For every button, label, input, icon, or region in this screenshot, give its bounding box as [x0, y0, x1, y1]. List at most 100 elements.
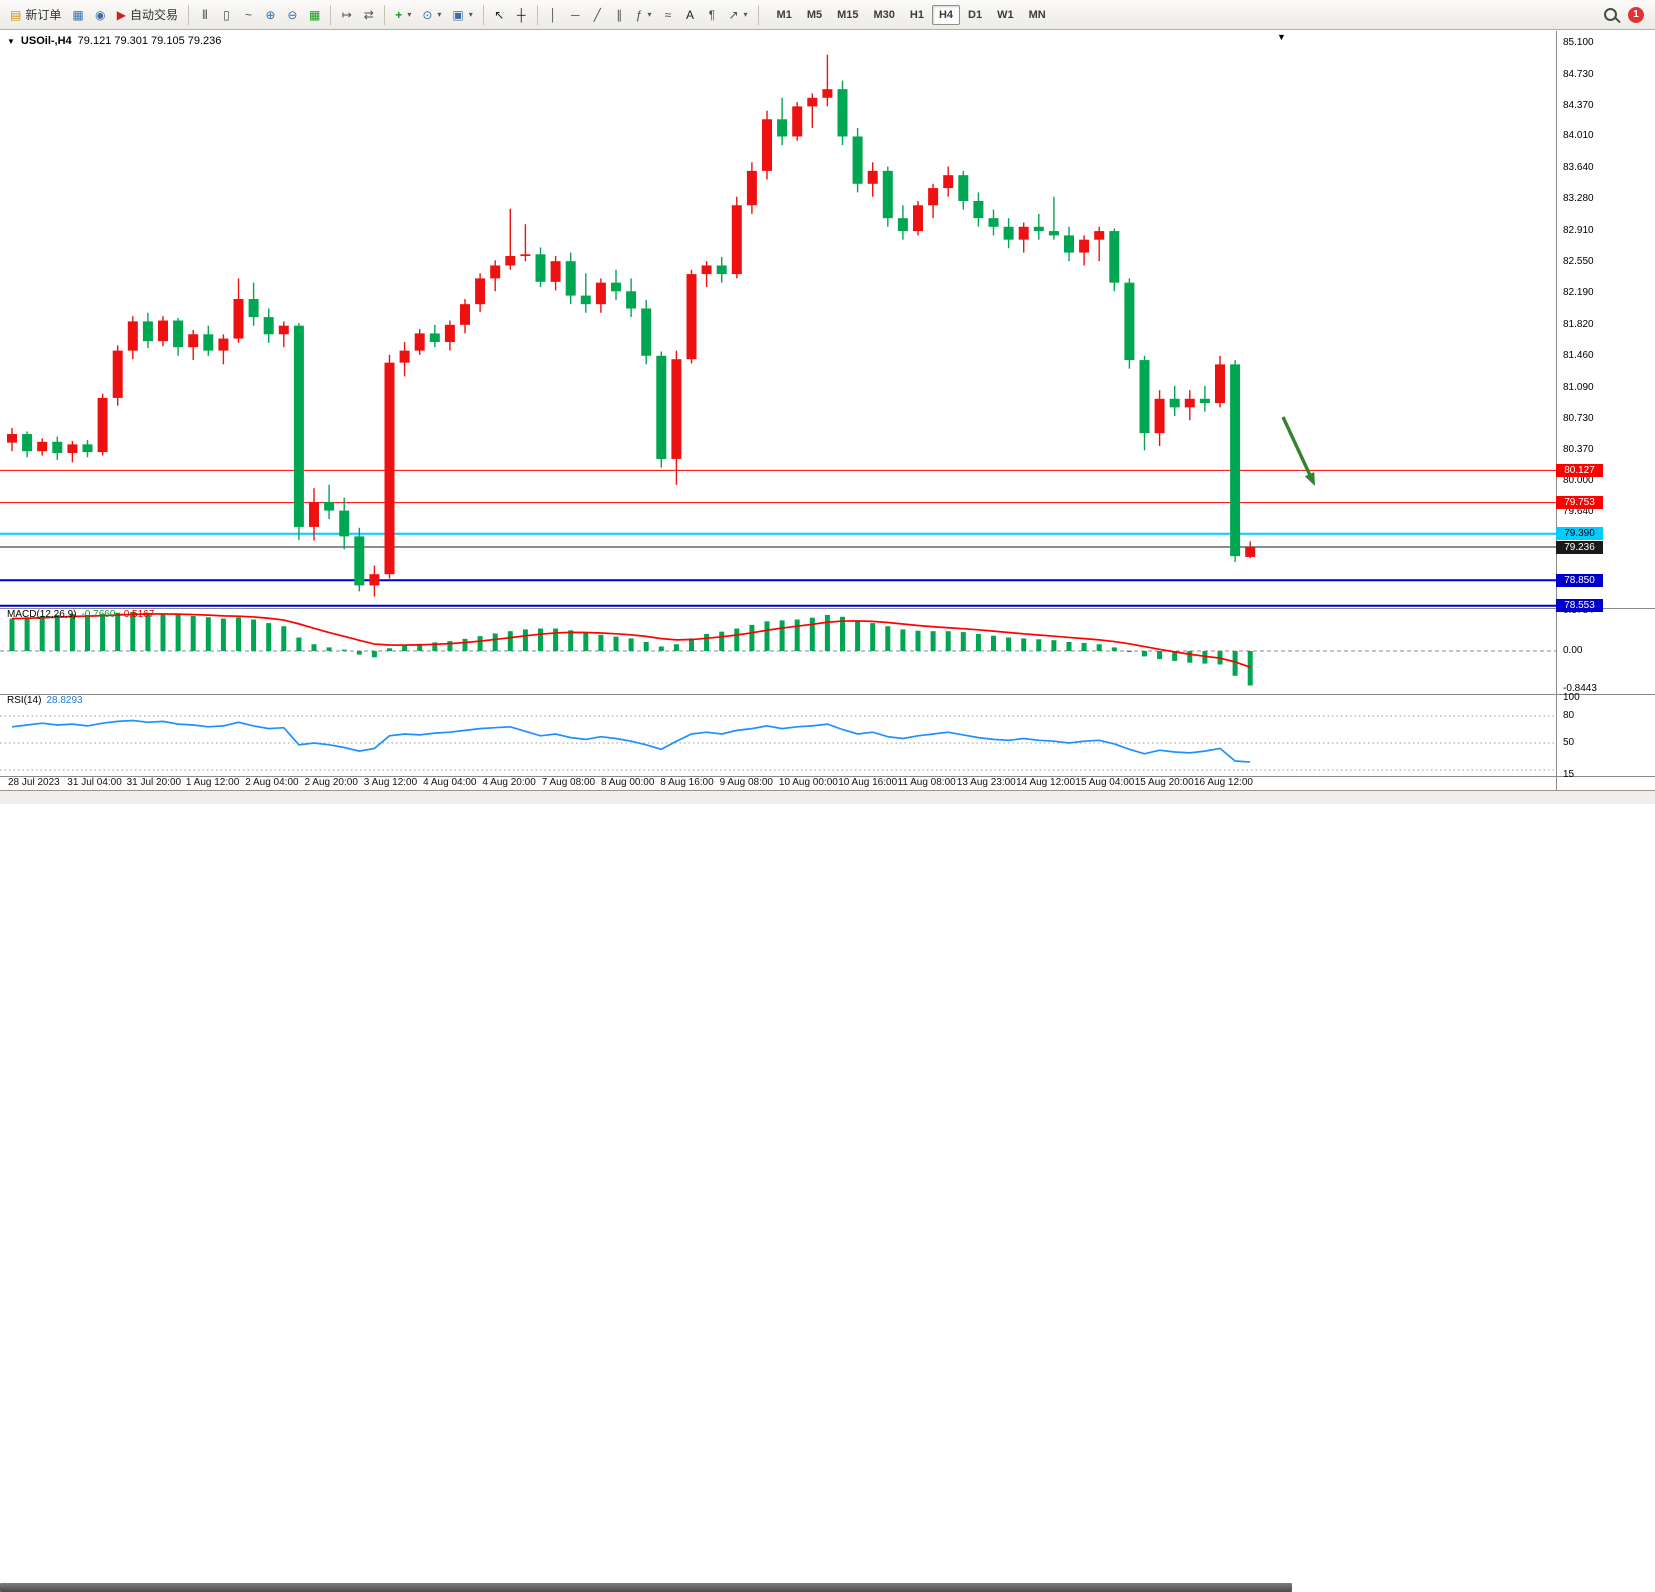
panel-separator[interactable]	[0, 694, 1655, 695]
horizontal-line-button[interactable]: ─	[565, 4, 586, 26]
timeframe-d1[interactable]: D1	[961, 5, 989, 25]
macd-bar	[960, 632, 966, 651]
macd-bar	[296, 637, 302, 651]
toolbar-separator	[536, 4, 538, 25]
macd-bar	[54, 615, 60, 651]
trend-arrow[interactable]	[1281, 416, 1314, 481]
macd-bar	[24, 617, 30, 651]
macd-bar	[870, 623, 876, 651]
timeframe-m15[interactable]: M15	[830, 5, 865, 25]
trendline-button[interactable]: ╱	[587, 4, 608, 26]
macd-bar	[1081, 642, 1087, 651]
search-icon[interactable]	[1604, 8, 1617, 21]
y-axis-label: 83.640	[1563, 162, 1594, 174]
price-axis[interactable]: 85.100 84.730 84.370 84.010 83.640 83.280 82.9…	[1556, 0, 1655, 838]
time-axis[interactable]: 28 Jul 2023 31 Jul 04:00 31 Jul 20:00 1 Aug…	[0, 777, 1556, 790]
candle-body	[1124, 282, 1135, 361]
candle-body	[278, 325, 289, 335]
x-axis-label: 4 Aug 04:00	[423, 777, 477, 788]
macd-bar	[1066, 642, 1072, 651]
zoom-in-button[interactable]: ⊕	[260, 4, 281, 26]
candle-body	[731, 205, 742, 275]
chart-shift-button[interactable]: ⇄	[358, 4, 379, 26]
macd-bar	[1036, 639, 1042, 651]
macd-bar	[764, 621, 770, 651]
price-chart[interactable]	[0, 31, 1556, 608]
horizontal-line-icon: ─	[571, 7, 580, 22]
candlestick-chart-button[interactable]: ▯	[216, 4, 237, 26]
macd-bar	[1096, 644, 1102, 651]
auto-trading-button[interactable]: ▶ 自动交易	[112, 4, 183, 26]
candle-body	[173, 320, 184, 348]
label-tool-button[interactable]: ¶	[701, 4, 722, 26]
timeframe-mn[interactable]: MN	[1022, 5, 1053, 25]
macd-bar	[1172, 651, 1178, 661]
chart-scrollbar[interactable]	[0, 790, 1655, 1592]
candle-body	[339, 510, 350, 537]
macd-axis-label: 0.00	[1563, 645, 1583, 656]
candle-body	[37, 441, 48, 452]
candle-body	[293, 325, 304, 527]
macd-bar	[39, 615, 45, 651]
navigator-button[interactable]: ◉	[90, 4, 111, 26]
price-badge-79.753: 79.753	[1556, 496, 1603, 510]
candlestick-series	[7, 54, 1256, 597]
period-button[interactable]: ⊙ ▾	[417, 4, 446, 26]
crosshair-button[interactable]: ┼	[511, 4, 532, 26]
candle-body	[263, 317, 274, 335]
timeframe-h4[interactable]: H4	[931, 4, 961, 25]
rsi-panel[interactable]	[0, 695, 1556, 776]
macd-bar	[175, 615, 181, 651]
macd-bar	[492, 633, 498, 651]
new-order-icon: ▤	[10, 7, 22, 22]
new-chart-button[interactable]: + ▾	[390, 4, 416, 26]
timeframe-m30[interactable]: M30	[867, 5, 902, 25]
y-axis-label: 81.460	[1563, 349, 1594, 361]
candle-body	[958, 175, 969, 201]
waves-button[interactable]: ≈	[657, 4, 678, 26]
chart-shift-icon: ⇄	[363, 7, 374, 22]
fibonacci-button[interactable]: ƒ ▾	[631, 4, 657, 26]
template-button[interactable]: ▣ ▾	[447, 4, 477, 26]
zoom-out-button[interactable]: ⊖	[282, 4, 303, 26]
macd-bar	[236, 617, 241, 651]
terminal-button[interactable]: ▦	[67, 4, 88, 26]
scroll-to-end-marker[interactable]: ▼	[1277, 32, 1286, 42]
timeframe-m5[interactable]: M5	[800, 5, 829, 25]
macd-bar	[402, 645, 408, 651]
channel-button[interactable]: ∥	[609, 4, 630, 26]
timeframe-h1[interactable]: H1	[903, 5, 931, 25]
macd-panel[interactable]	[0, 609, 1556, 694]
arrows-tool-button[interactable]: ↗ ▾	[723, 4, 752, 26]
timeframe-m1[interactable]: M1	[770, 5, 799, 25]
x-axis-label: 9 Aug 08:00	[719, 777, 773, 788]
toolbar-separator	[384, 4, 386, 25]
candle-body	[1094, 231, 1105, 240]
tile-windows-button[interactable]: ▦	[304, 4, 325, 26]
candle-body	[97, 397, 108, 453]
y-axis-label: 82.910	[1563, 225, 1594, 237]
vertical-line-button[interactable]: │	[543, 4, 564, 26]
candle-body	[384, 362, 395, 575]
zoom-in-icon: ⊕	[265, 7, 276, 22]
line-chart-button[interactable]: ~	[238, 4, 259, 26]
auto-scroll-button[interactable]: ↦	[336, 4, 357, 26]
macd-bar	[1126, 651, 1132, 652]
timeframe-w1[interactable]: W1	[990, 5, 1021, 25]
scrollbar-thumb[interactable]	[0, 1583, 1292, 1592]
new-order-button[interactable]: ▤ 新订单	[5, 4, 66, 26]
text-tool-button[interactable]: A	[679, 4, 700, 26]
candle-body	[414, 333, 425, 351]
x-axis-label: 13 Aug 23:00	[956, 777, 1016, 788]
candle-body	[807, 97, 818, 107]
panel-separator[interactable]	[0, 608, 1655, 609]
cursor-button[interactable]: ↖	[489, 4, 510, 26]
bar-chart-button[interactable]: |||	[194, 4, 215, 26]
horizontal-price-lines	[0, 469, 1556, 607]
notification-badge[interactable]: 1	[1628, 6, 1644, 23]
macd-bar	[326, 647, 332, 651]
macd-bar	[160, 613, 166, 651]
rsi-axis-label: 100	[1563, 692, 1580, 703]
macd-bar	[311, 644, 317, 651]
x-axis-label: 31 Jul 04:00	[67, 777, 122, 788]
